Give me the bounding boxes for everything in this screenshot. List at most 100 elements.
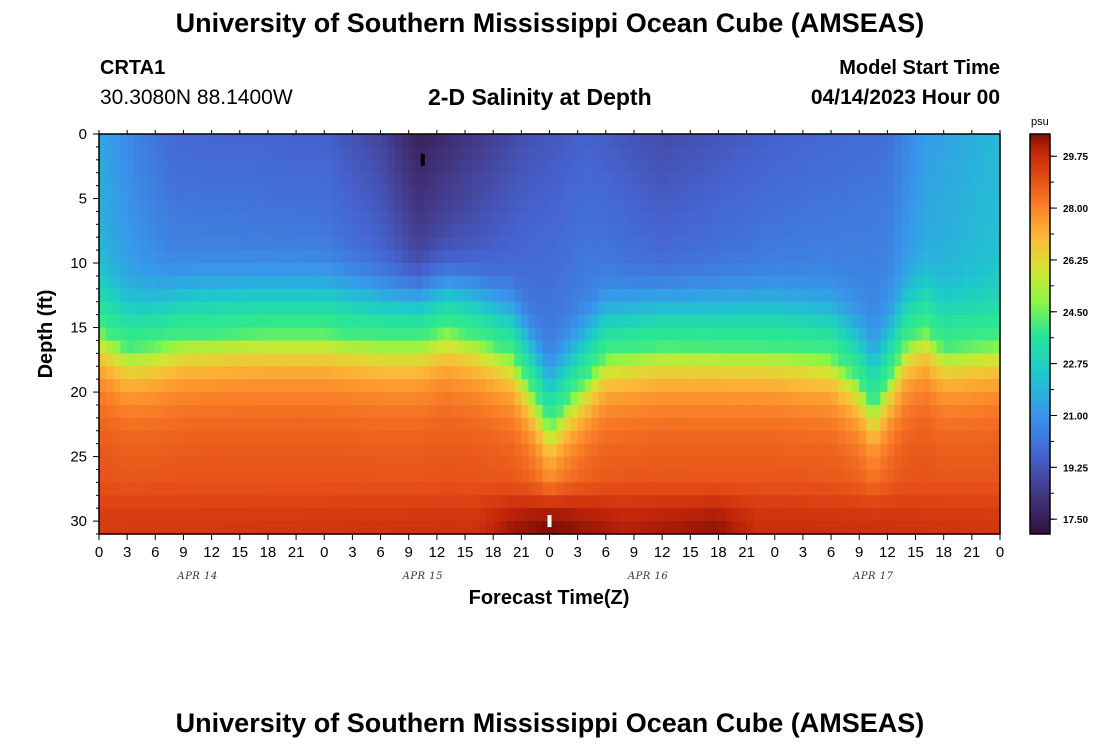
heatmap-cell [127,301,135,316]
heatmap-cell [324,495,332,509]
heatmap-cell [303,314,311,329]
heatmap-cell [359,508,368,522]
heatmap-cell [120,430,128,445]
heatmap-cell [626,224,635,238]
heatmap-cell [303,443,311,458]
heatmap-cell [746,159,755,174]
heatmap-cell [239,134,248,148]
heatmap-cell [366,353,375,367]
heatmap-cell [718,146,727,161]
heatmap-cell [964,301,973,316]
heatmap-cell [915,495,924,509]
heatmap-cell [380,521,389,535]
heatmap-cell [683,314,691,329]
heatmap-cell [239,430,248,445]
heatmap-cell [303,146,311,161]
heatmap-cell [901,159,910,174]
heatmap-cell [289,353,297,367]
heatmap-cell [429,404,438,419]
heatmap-cell [542,417,551,432]
heatmap-cell [859,263,867,277]
heatmap-cell [838,379,846,393]
heatmap-cell [549,250,558,264]
heatmap-cell [450,366,459,380]
heatmap-cell [824,482,832,496]
heatmap-cell [387,224,396,238]
heatmap-cell [310,146,318,161]
heatmap-cell [366,456,375,471]
heatmap-cell [901,430,910,445]
heatmap-cell [866,185,874,200]
heatmap-cell [964,159,973,174]
heatmap-cell [584,237,593,251]
heatmap-cell [380,469,389,483]
heatmap-cell [676,404,684,419]
heatmap-cell [739,327,748,342]
heatmap-cell [697,314,705,329]
heatmap-cell [795,469,804,483]
heatmap-cell [971,392,980,406]
heatmap-cell [296,417,304,432]
heatmap-cell [457,508,466,522]
heatmap-cell [486,430,494,445]
heatmap-cell [380,198,389,213]
heatmap-cell [697,404,705,419]
heatmap-cell [626,275,635,290]
heatmap-cell [626,392,635,406]
heatmap-cell [183,340,192,354]
heatmap-cell [99,443,107,458]
heatmap-cell [472,404,480,419]
heatmap-cell [732,482,741,496]
heatmap-cell [274,353,283,367]
heatmap-cell [436,456,445,471]
heatmap-cell [338,211,346,225]
heatmap-cell [204,404,213,419]
heatmap-cell [866,508,874,522]
heatmap-cell [915,250,924,264]
heatmap-cell [978,275,987,290]
heatmap-cell [697,392,705,406]
heatmap-cell [282,327,290,342]
heatmap-cell [570,443,579,458]
heatmap-cell [648,379,656,393]
heatmap-cell [711,417,720,432]
heatmap-cell [239,288,248,303]
heatmap-cell [774,224,783,238]
heatmap-cell [732,211,741,225]
heatmap-cell [641,508,649,522]
heatmap-cell [718,443,727,458]
heatmap-cell [676,417,684,432]
heatmap-cell [605,417,614,432]
heatmap-cell [190,521,199,535]
heatmap-cell [493,224,501,238]
heatmap-cell [394,469,403,483]
heatmap-cell [662,185,670,200]
heatmap-cell [584,172,593,187]
heatmap-cell [197,404,206,419]
heatmap-cell [978,211,987,225]
heatmap-cell [641,366,649,380]
heatmap-cell [415,288,424,303]
heatmap-cell [176,456,185,471]
heatmap-cell [253,301,262,316]
heatmap-cell [584,443,593,458]
heatmap-cell [246,172,255,187]
heatmap-cell [134,237,142,251]
heatmap-cell [274,314,283,329]
heatmap-cell [486,237,494,251]
x-tick-label: 0 [771,544,779,561]
heatmap-cell [824,456,832,471]
heatmap-cell [852,430,860,445]
heatmap-cell [528,495,537,509]
heatmap-cell [148,404,156,419]
heatmap-cell [443,224,452,238]
heatmap-cell [957,469,966,483]
heatmap-cell [725,327,734,342]
heatmap-cell [310,288,318,303]
heatmap-cell [936,211,945,225]
heatmap-cell [296,288,304,303]
heatmap-cell [324,172,332,187]
heatmap-cell [528,392,537,406]
heatmap-cell [429,301,438,316]
heatmap-cell [528,508,537,522]
